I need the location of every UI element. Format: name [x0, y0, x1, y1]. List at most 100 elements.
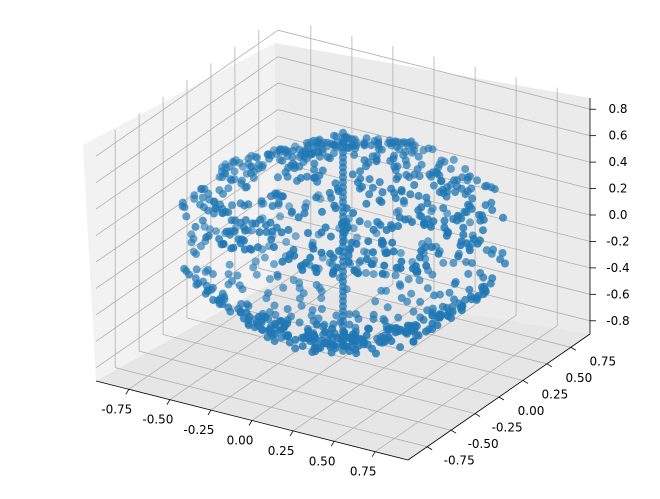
data-point [342, 204, 351, 213]
data-point [304, 229, 312, 237]
data-point [501, 259, 509, 268]
data-point [278, 192, 287, 201]
data-point [281, 148, 290, 157]
data-point [247, 245, 256, 254]
grid-line-y [258, 30, 571, 348]
data-point [402, 161, 411, 170]
data-point [481, 201, 490, 210]
y-tick-mark [522, 380, 529, 384]
data-point [401, 147, 410, 156]
data-point [448, 307, 457, 316]
data-point [438, 302, 447, 311]
data-point [219, 189, 227, 198]
data-point [352, 239, 361, 248]
x-tick-label: 0.00 [227, 434, 254, 448]
data-point [361, 162, 370, 171]
data-point [427, 207, 436, 216]
data-point [414, 331, 423, 340]
data-point [422, 261, 431, 270]
data-point [237, 176, 246, 185]
data-point [283, 319, 292, 328]
y-tick-label: 0.25 [542, 387, 569, 401]
data-point [331, 143, 340, 151]
data-point [332, 311, 341, 320]
data-point [334, 247, 343, 255]
data-point [265, 325, 274, 334]
data-point [376, 220, 385, 229]
data-point [288, 146, 297, 155]
data-point [336, 318, 345, 327]
data-point [218, 173, 227, 181]
data-point [273, 270, 282, 279]
data-point [224, 303, 233, 312]
data-point [333, 334, 342, 342]
data-point [318, 207, 326, 216]
data-point [295, 294, 304, 303]
data-point [254, 312, 263, 321]
data-point [479, 226, 487, 235]
grid-line-y [186, 80, 500, 398]
y-tick-mark [498, 396, 505, 401]
data-point [277, 316, 286, 325]
data-point [394, 313, 403, 322]
data-point [362, 331, 371, 340]
data-point [410, 181, 419, 189]
data-point [317, 294, 326, 303]
data-point [270, 260, 278, 269]
data-point [464, 269, 473, 278]
z-tick-label: -0.2 [606, 234, 629, 248]
data-point [328, 324, 337, 333]
data-point [348, 170, 357, 179]
data-point [380, 261, 389, 270]
data-point [428, 145, 437, 154]
data-point [464, 200, 472, 209]
data-point [344, 251, 353, 260]
data-point [461, 190, 470, 199]
data-point [219, 240, 228, 249]
data-point [427, 243, 436, 252]
data-point [449, 259, 458, 267]
data-point [308, 348, 317, 356]
data-point [295, 279, 304, 287]
z-tick-label: 0.0 [608, 208, 627, 222]
data-point [344, 223, 353, 232]
data-point [368, 344, 377, 353]
data-point [374, 144, 383, 153]
data-point [396, 264, 405, 273]
data-point [396, 249, 405, 257]
data-point [479, 273, 488, 282]
data-point [428, 319, 437, 328]
data-point [488, 206, 497, 214]
data-point [224, 208, 233, 217]
data-point [388, 238, 397, 247]
data-point [344, 258, 353, 266]
data-point [274, 199, 283, 208]
data-point [434, 249, 443, 258]
data-point [323, 336, 332, 345]
data-point [449, 155, 458, 164]
data-point [350, 150, 359, 159]
y-tick-mark [546, 363, 553, 368]
data-point [389, 154, 398, 163]
data-point [185, 270, 194, 279]
data-point [362, 199, 371, 208]
z-tick-label: 0.8 [608, 102, 627, 116]
data-point [355, 217, 364, 226]
data-point [421, 327, 430, 336]
data-point [415, 276, 424, 285]
data-point [182, 212, 191, 221]
data-point [364, 324, 373, 333]
data-point [313, 137, 322, 145]
data-point [369, 225, 378, 234]
data-point [355, 184, 364, 193]
data-point [368, 152, 377, 161]
y-tick-label: -0.75 [444, 454, 475, 468]
x-tick-label: -0.50 [142, 413, 173, 427]
z-tick-label: 0.4 [608, 155, 627, 169]
x-axis-ticks: -0.75 -0.50 -0.25 0.00 0.25 0.50 0.75 [101, 389, 377, 479]
data-point [465, 285, 474, 294]
data-point [291, 232, 300, 241]
data-point [396, 343, 405, 352]
data-point [209, 209, 218, 218]
